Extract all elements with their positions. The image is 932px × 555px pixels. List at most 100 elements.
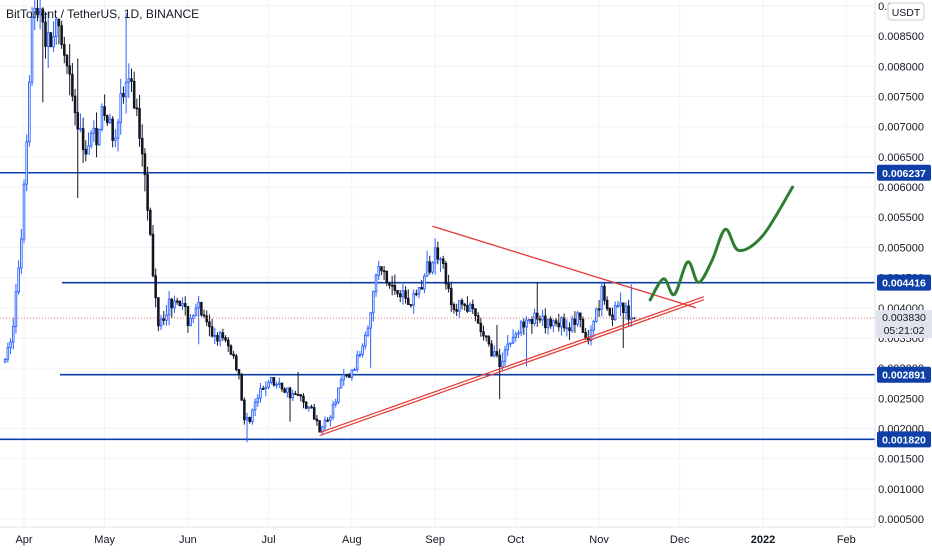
candle xyxy=(267,380,270,390)
candle xyxy=(286,387,289,398)
candle-body xyxy=(377,266,381,276)
candle-body xyxy=(318,420,321,433)
candle xyxy=(49,31,53,48)
drawings[interactable] xyxy=(319,185,795,437)
candle xyxy=(87,132,90,155)
lower-trendline[interactable] xyxy=(319,296,705,434)
candle xyxy=(73,88,77,126)
candle-body xyxy=(501,360,504,368)
candle xyxy=(192,314,195,324)
candle-body xyxy=(95,127,98,146)
candle xyxy=(331,400,335,421)
time-axis-panel[interactable] xyxy=(0,527,875,550)
candle xyxy=(627,299,630,326)
candle xyxy=(578,312,582,328)
candle-body xyxy=(589,329,593,342)
candle-body xyxy=(79,128,82,131)
candle-body xyxy=(627,305,630,320)
current-price-tag: 0.003830 05:21:02 xyxy=(876,310,932,339)
candle-body xyxy=(119,93,123,124)
candle xyxy=(159,314,163,330)
candle-body xyxy=(554,320,558,324)
candle-body xyxy=(63,44,66,56)
candle-body xyxy=(420,287,423,290)
candle-body xyxy=(455,309,458,312)
time-tick-label: Nov xyxy=(589,534,609,546)
candle-body xyxy=(570,318,574,332)
candle-body xyxy=(576,312,579,325)
candle-body xyxy=(14,291,18,327)
candle xyxy=(146,166,149,221)
projection-path[interactable] xyxy=(648,185,795,302)
candle xyxy=(299,393,303,402)
level-tag-box xyxy=(877,431,931,448)
candle-body xyxy=(251,409,254,423)
candle xyxy=(261,385,265,390)
candle xyxy=(458,300,461,319)
candle xyxy=(259,382,262,403)
candle xyxy=(36,0,39,22)
candle xyxy=(573,311,577,333)
candle xyxy=(278,377,281,388)
candle xyxy=(33,0,37,31)
candle-body xyxy=(22,183,26,240)
candle xyxy=(135,98,139,117)
candle-body xyxy=(624,305,628,313)
candle-body xyxy=(482,331,485,337)
candle-body xyxy=(339,379,343,389)
candle xyxy=(122,86,125,104)
currency-badge-box[interactable] xyxy=(887,2,925,21)
candle-body xyxy=(183,302,187,308)
candle-body xyxy=(235,355,238,371)
candle xyxy=(608,307,612,317)
candle-body xyxy=(358,354,362,356)
lower-trendline[interactable] xyxy=(319,299,705,437)
candle xyxy=(97,128,101,146)
time-tick-label: Aug xyxy=(342,534,362,546)
currency-badge[interactable]: USDT xyxy=(887,2,925,21)
candle xyxy=(466,296,469,313)
candle xyxy=(111,116,114,148)
candle-body xyxy=(452,304,456,310)
candle-body xyxy=(390,284,394,287)
candle-body xyxy=(468,303,472,312)
candle-body xyxy=(146,174,149,211)
candle-body xyxy=(17,267,20,293)
candle xyxy=(345,374,348,378)
candle-body xyxy=(71,73,74,97)
candle xyxy=(530,316,534,334)
candle-body xyxy=(3,358,7,363)
candle-body xyxy=(584,332,587,339)
candle-body xyxy=(479,322,483,333)
candle xyxy=(3,358,7,363)
candle xyxy=(517,330,520,339)
candle xyxy=(151,225,155,278)
candle-body xyxy=(261,388,265,390)
candle-body xyxy=(36,7,39,16)
candle xyxy=(221,328,225,341)
candle-body xyxy=(278,382,281,385)
candle xyxy=(312,403,316,420)
candle-body xyxy=(89,132,93,147)
candle-body xyxy=(218,332,222,342)
candle xyxy=(565,319,569,337)
candle xyxy=(460,298,464,310)
candle xyxy=(388,281,391,289)
candle-body xyxy=(509,342,512,345)
candle-body xyxy=(439,258,442,261)
candle-body xyxy=(326,419,329,422)
candle-body xyxy=(347,374,351,378)
candle xyxy=(522,318,526,335)
candle xyxy=(162,310,166,325)
level-tag-box xyxy=(877,366,931,383)
candle xyxy=(149,207,152,237)
candle xyxy=(546,318,550,335)
candle xyxy=(124,12,128,114)
candle-body xyxy=(404,290,407,299)
candle-body xyxy=(380,266,383,272)
candle-body xyxy=(466,305,469,312)
candle xyxy=(81,117,85,164)
candle xyxy=(339,376,343,389)
